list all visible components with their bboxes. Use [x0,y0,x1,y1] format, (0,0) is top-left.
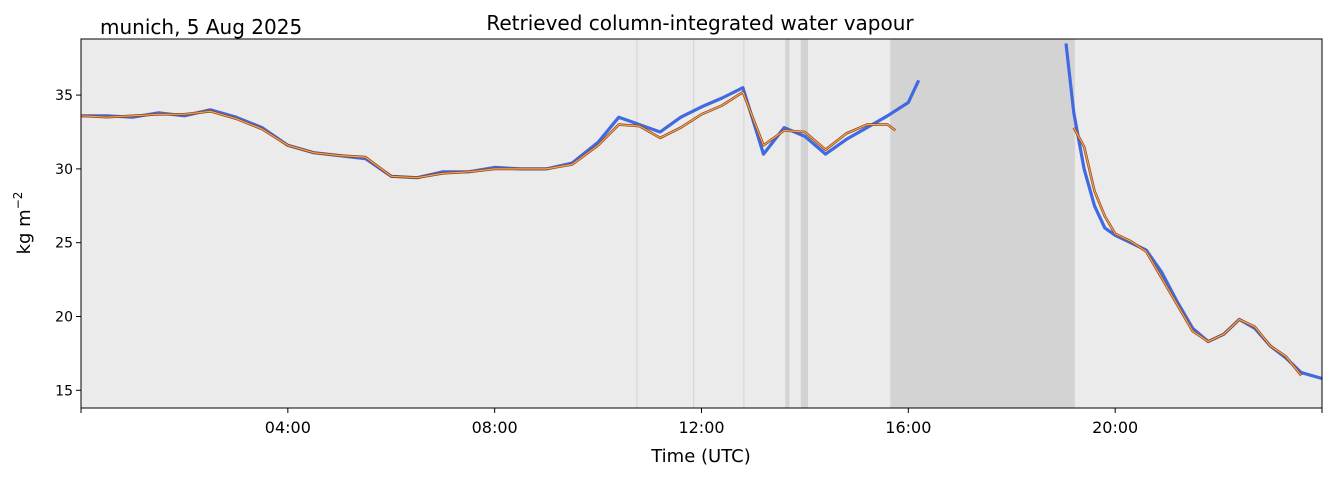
series-smoothed_late [1073,127,1302,376]
y-tick-label-25: 25 [55,236,73,252]
location-label: munich, 5 Aug 2025 [100,15,302,39]
x-tick-label-12:00: 12:00 [678,418,724,437]
y-axis-label: kg m−2 [11,192,35,255]
y-tick-label-30: 30 [55,162,73,178]
data-lines [80,43,1323,381]
gap-regions [636,39,1075,408]
series-smoothed [80,91,896,179]
x-tick-label-20:00: 20:00 [1092,418,1138,437]
y-tick-label-20: 20 [55,309,73,325]
plot-area [81,39,1322,408]
y-tick-label-35: 35 [55,88,73,104]
x-tick-label-04:00: 04:00 [265,418,311,437]
y-axis: 15 20 25 30 35 [55,88,81,399]
chart-title: Retrieved column-integrated water vapour [486,11,914,35]
x-axis-label: Time (UTC) [650,446,751,467]
y-tick-label-15: 15 [55,383,73,399]
x-tick-label-16:00: 16:00 [885,418,931,437]
gap-region-1 [800,39,809,408]
y-axis-label-base: kg m [14,209,35,254]
x-tick-label-08:00: 08:00 [472,418,518,437]
x-axis: 04:00 08:00 12:00 16:00 20:00 [80,408,1323,437]
y-axis-label-exponent: −2 [11,192,25,210]
gap-region-2 [890,39,1075,408]
gap-region-0 [785,39,790,408]
